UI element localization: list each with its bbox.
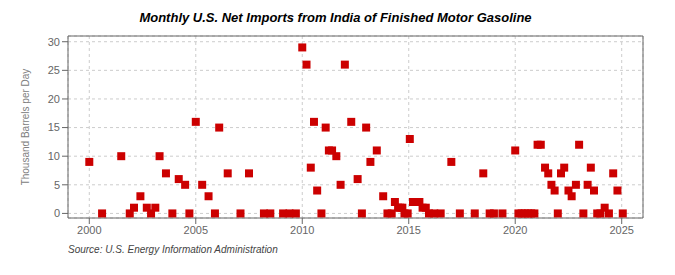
svg-text:0: 0 (54, 207, 60, 219)
html-text:Source: U.S. Energy Informatio: Source: U.S. Energy Information Administ… (68, 244, 278, 255)
svg-text:2015: 2015 (396, 224, 420, 236)
svg-text:30: 30 (48, 36, 60, 48)
svg-text:20: 20 (48, 93, 60, 105)
html-text:Monthly U.S. Net Imports from: Monthly U.S. Net Imports from India of F… (139, 10, 532, 25)
svg-text:5: 5 (54, 179, 60, 191)
svg-text:15: 15 (48, 121, 60, 133)
svg-text:2005: 2005 (184, 224, 208, 236)
svg-text:2025: 2025 (609, 224, 633, 236)
svg-text:25: 25 (48, 64, 60, 76)
svg-text:2020: 2020 (503, 224, 527, 236)
svg-text:2010: 2010 (290, 224, 314, 236)
svg-text:2000: 2000 (77, 224, 101, 236)
svg-text:10: 10 (48, 150, 60, 162)
svg-text:Thousand Barrels per Day: Thousand Barrels per Day (20, 69, 31, 186)
